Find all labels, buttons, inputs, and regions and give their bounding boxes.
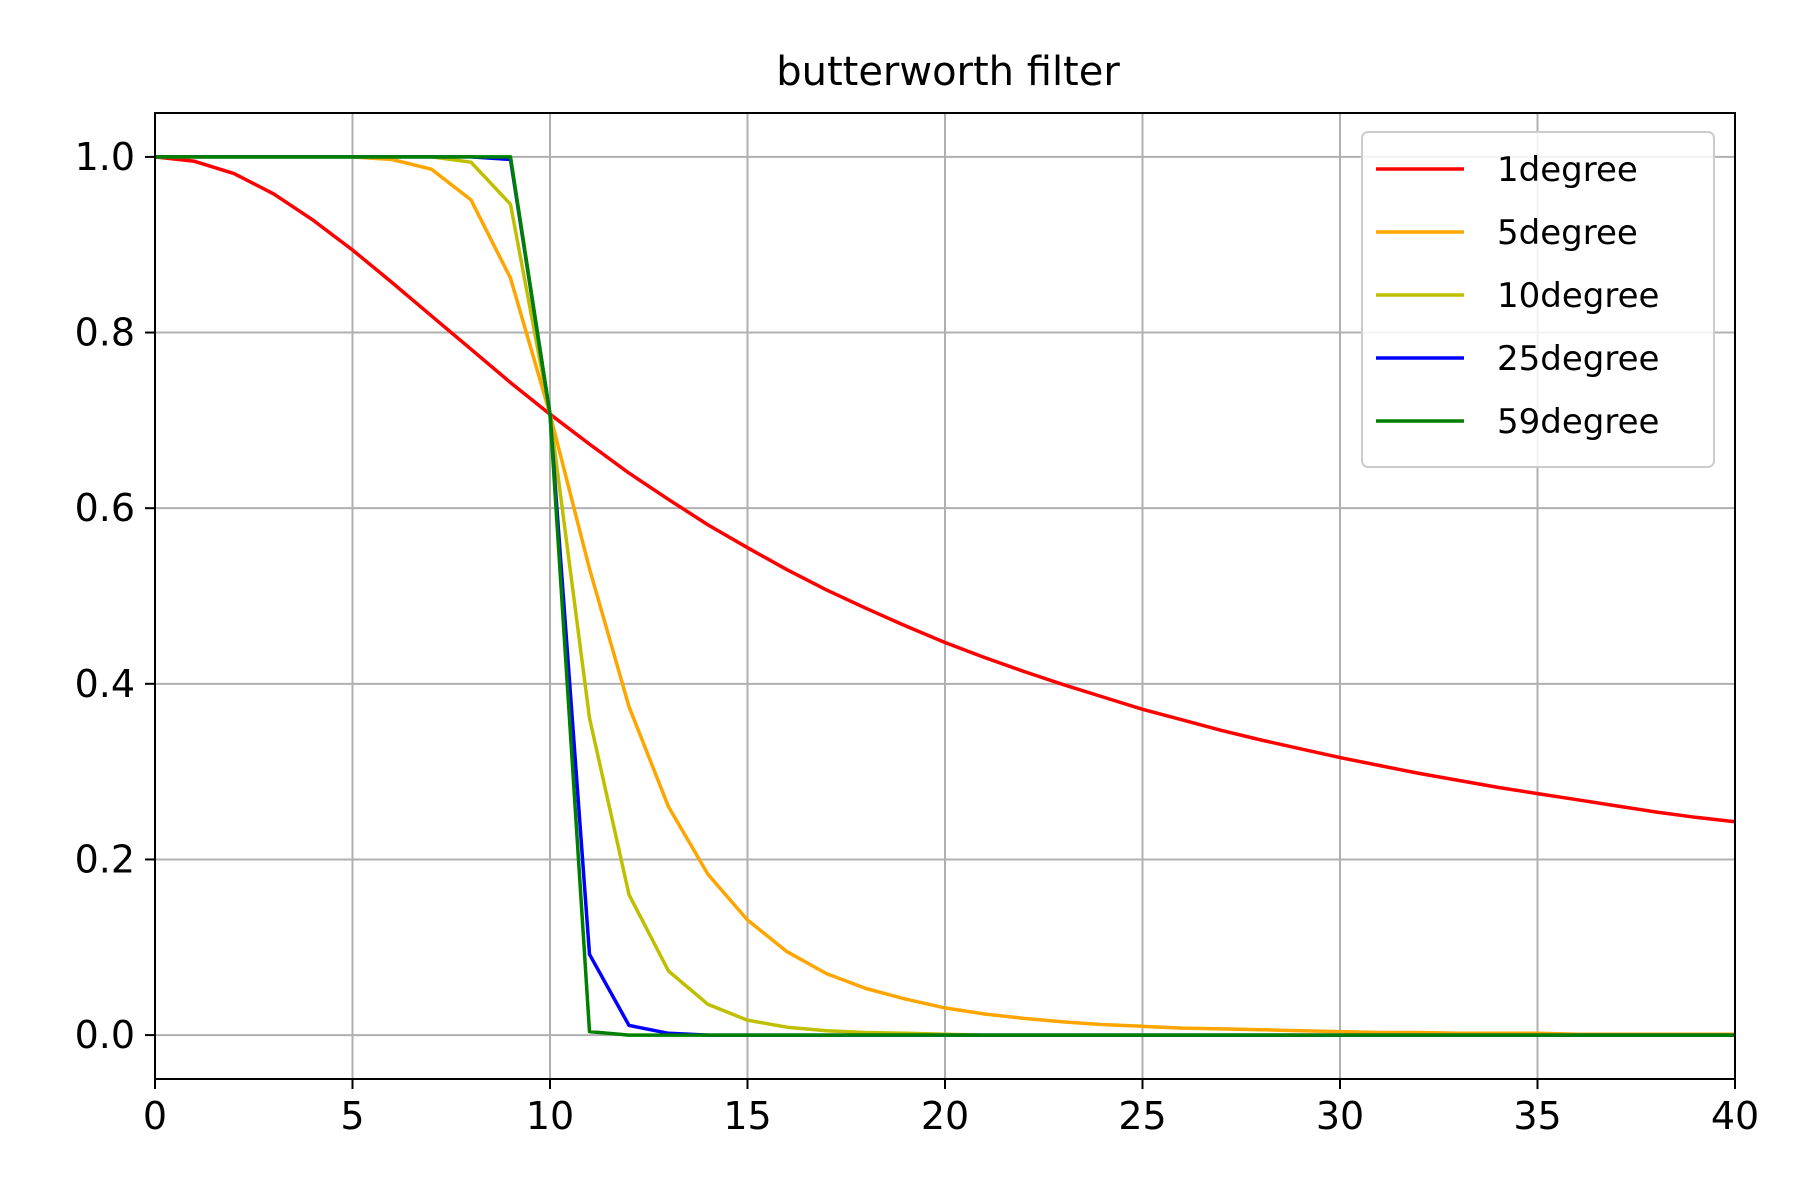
- y-tick-label: 0.8: [75, 311, 135, 355]
- y-axis: 0.0 0.2 0.4 0.6 0.8 1.0: [75, 135, 155, 1057]
- legend-label: 5degree: [1497, 213, 1638, 253]
- series-line-5degree: [155, 155, 1735, 1036]
- series-line-1degree: [154, 155, 1736, 824]
- legend-label: 25degree: [1497, 339, 1659, 379]
- y-tick-label: 0.6: [75, 486, 135, 530]
- legend-label: 10degree: [1497, 276, 1659, 316]
- x-axis: 0 5 10 15 20 25 30 35 40: [143, 1079, 1759, 1138]
- x-tick-label: 10: [526, 1094, 574, 1138]
- x-tick-label: 35: [1513, 1094, 1561, 1138]
- x-tick-label: 15: [723, 1094, 771, 1138]
- y-tick-label: 0.2: [75, 837, 135, 881]
- chart-title: butterworth filter: [776, 49, 1120, 95]
- x-tick-label: 0: [143, 1094, 167, 1138]
- y-tick-label: 1.0: [75, 135, 135, 179]
- legend: 1degree 5degree 10degree 25degree 59degree: [1361, 131, 1715, 468]
- series-lines: [154, 155, 1736, 1037]
- x-tick-label: 20: [921, 1094, 969, 1138]
- x-tick-label: 5: [340, 1094, 364, 1138]
- y-tick-label: 0.4: [75, 662, 135, 706]
- legend-label: 1degree: [1497, 150, 1638, 190]
- x-tick-label: 40: [1711, 1094, 1759, 1138]
- legend-label: 59degree: [1497, 402, 1659, 442]
- x-tick-label: 25: [1118, 1094, 1166, 1138]
- legend-box: [1361, 131, 1715, 468]
- y-tick-label: 0.0: [75, 1013, 135, 1057]
- series-line-59degree: [155, 155, 1735, 1037]
- x-tick-label: 30: [1316, 1094, 1364, 1138]
